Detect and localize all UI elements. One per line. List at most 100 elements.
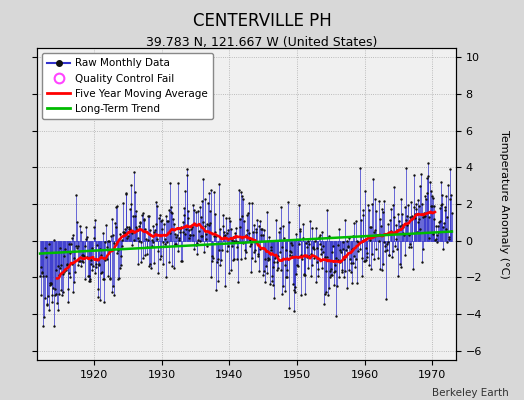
Point — [275, 225, 283, 231]
Point — [203, 242, 211, 249]
Point — [100, 299, 108, 306]
Point — [166, 180, 174, 186]
Point — [187, 226, 195, 232]
Point — [135, 223, 143, 229]
Point — [95, 260, 103, 267]
Point — [390, 183, 398, 190]
Point — [346, 256, 354, 263]
Point — [357, 233, 365, 240]
Point — [289, 281, 297, 288]
Point — [127, 182, 135, 188]
Point — [312, 279, 320, 285]
Point — [129, 212, 137, 219]
Point — [70, 254, 79, 261]
Point — [386, 228, 395, 234]
Point — [356, 164, 364, 171]
Point — [49, 323, 58, 329]
Point — [101, 256, 109, 263]
Point — [213, 258, 221, 265]
Point — [222, 248, 231, 254]
Point — [393, 246, 401, 252]
Point — [301, 272, 310, 278]
Point — [126, 226, 134, 232]
Point — [391, 236, 400, 242]
Point — [224, 243, 232, 250]
Point — [271, 254, 279, 261]
Point — [252, 228, 260, 235]
Point — [165, 259, 173, 266]
Point — [264, 256, 272, 263]
Point — [376, 216, 385, 222]
Point — [219, 212, 227, 218]
Point — [342, 285, 351, 292]
Point — [232, 238, 241, 244]
Point — [271, 217, 280, 224]
Point — [45, 241, 53, 248]
Point — [430, 216, 438, 222]
Point — [402, 217, 410, 223]
Point — [354, 248, 362, 254]
Point — [422, 196, 430, 202]
Point — [144, 237, 152, 244]
Point — [169, 216, 177, 222]
Point — [237, 213, 246, 219]
Point — [440, 207, 449, 213]
Point — [196, 238, 204, 244]
Point — [201, 196, 210, 202]
Point — [42, 254, 50, 260]
Text: 39.783 N, 121.667 W (United States): 39.783 N, 121.667 W (United States) — [146, 36, 378, 49]
Point — [132, 208, 140, 214]
Point — [293, 263, 302, 269]
Point — [136, 219, 145, 226]
Point — [80, 252, 88, 259]
Point — [325, 274, 334, 280]
Point — [48, 298, 57, 305]
Point — [325, 285, 333, 292]
Point — [184, 215, 192, 221]
Point — [397, 196, 405, 202]
Point — [310, 255, 319, 262]
Point — [82, 236, 91, 242]
Point — [349, 260, 357, 266]
Point — [220, 228, 228, 235]
Point — [378, 209, 387, 215]
Point — [401, 165, 410, 172]
Point — [347, 246, 356, 252]
Point — [181, 231, 190, 237]
Point — [108, 283, 117, 290]
Point — [78, 258, 86, 264]
Point — [333, 283, 341, 289]
Point — [216, 226, 225, 233]
Point — [227, 225, 235, 232]
Point — [56, 245, 64, 251]
Point — [428, 193, 436, 200]
Point — [399, 224, 407, 230]
Point — [345, 235, 354, 241]
Point — [390, 214, 399, 220]
Point — [408, 212, 417, 219]
Point — [309, 244, 317, 251]
Point — [259, 268, 268, 274]
Point — [191, 208, 200, 215]
Point — [117, 262, 125, 268]
Point — [78, 252, 86, 258]
Point — [145, 213, 154, 219]
Point — [283, 274, 291, 280]
Point — [423, 160, 432, 166]
Point — [360, 258, 368, 264]
Point — [131, 189, 139, 196]
Point — [419, 246, 428, 253]
Point — [41, 272, 50, 279]
Point — [145, 263, 153, 269]
Point — [69, 288, 77, 295]
Point — [336, 258, 345, 265]
Point — [395, 222, 403, 229]
Point — [235, 223, 244, 230]
Point — [274, 264, 282, 271]
Point — [198, 233, 206, 240]
Point — [58, 291, 66, 298]
Point — [363, 254, 372, 260]
Point — [247, 241, 256, 247]
Point — [275, 229, 283, 235]
Point — [89, 263, 97, 270]
